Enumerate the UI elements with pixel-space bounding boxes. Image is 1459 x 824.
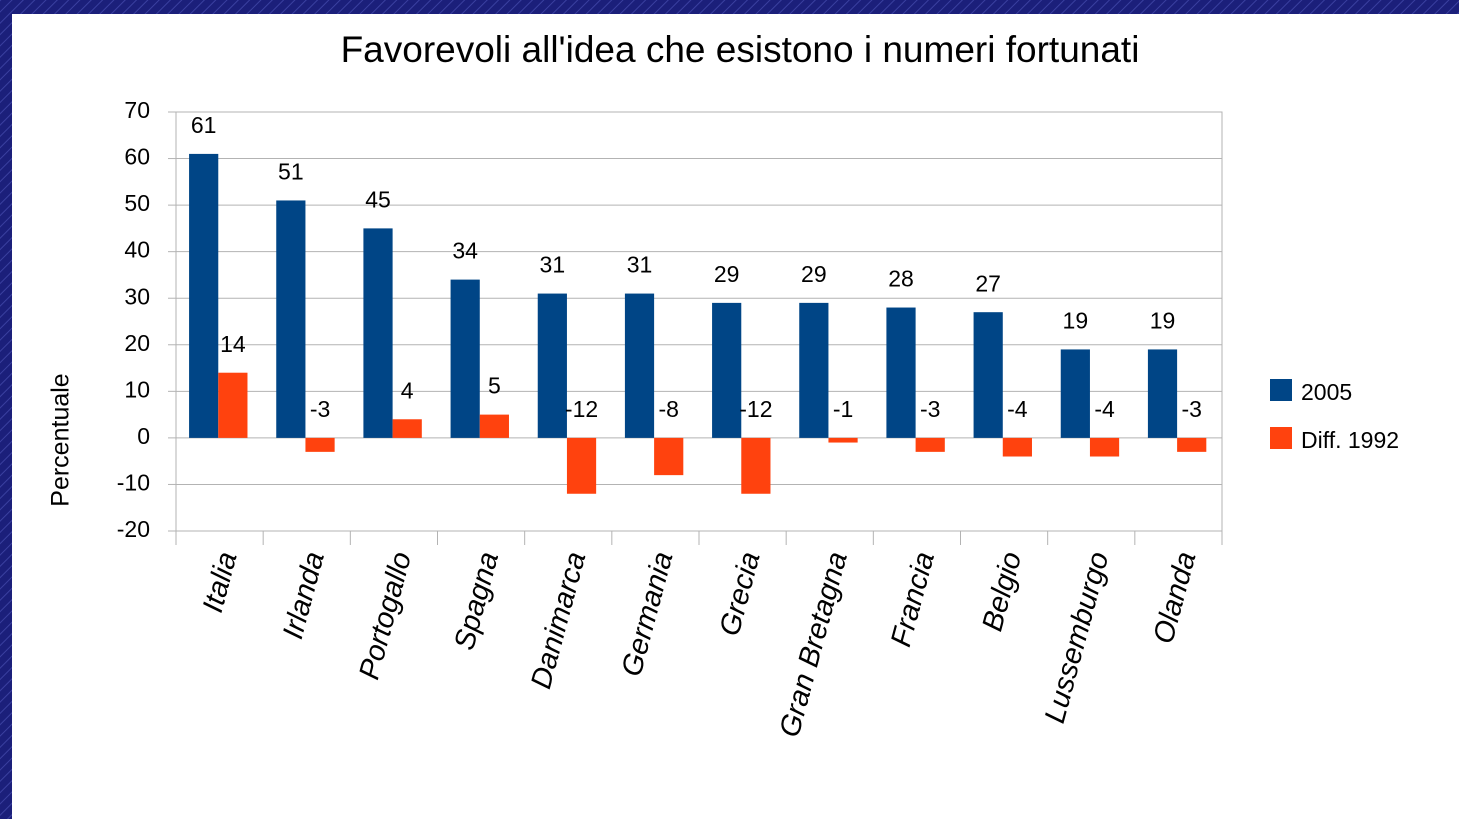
value-label: -3 [1181,396,1201,422]
value-label: -4 [1007,396,1028,422]
value-label: 31 [627,252,653,278]
y-tick-label: 60 [124,144,150,170]
value-label: 19 [1150,308,1176,334]
bar [624,293,655,438]
value-label: -3 [310,396,330,422]
bar [566,437,597,494]
bar [915,437,945,452]
value-label: 28 [888,266,914,292]
bar [305,437,335,452]
bar [189,153,219,438]
value-label: 5 [488,373,501,399]
y-tick-label: 30 [124,283,150,309]
bar [363,228,393,438]
y-tick-label: -20 [117,516,150,542]
value-label: -4 [1094,396,1115,422]
value-label: 45 [365,186,391,212]
legend-label: Diff. 1992 [1301,427,1399,453]
value-label: 31 [540,252,566,278]
value-label: 51 [278,159,304,185]
value-label: 14 [220,331,246,357]
bar [537,293,567,438]
y-tick-label: 40 [124,237,150,263]
bar [741,437,771,494]
legend-swatch [1270,379,1292,401]
value-label: -12 [739,396,772,422]
bar [799,302,829,438]
value-label: -12 [565,396,598,422]
y-tick-label: -10 [117,470,150,496]
legend-label: 2005 [1301,379,1352,405]
value-label: 61 [191,112,217,138]
bar [886,307,916,438]
bar [392,419,422,438]
value-label: 29 [801,261,827,287]
y-tick-label: 70 [124,97,150,123]
bar [973,312,1003,438]
y-axis-label: Percentuale [47,373,75,506]
y-tick-label: 50 [124,190,150,216]
y-tick-label: 10 [124,376,150,402]
bar [828,437,858,443]
chart-title: Favorevoli all'idea che esistono i numer… [341,29,1140,70]
bar [1177,437,1207,452]
bar [450,279,480,438]
bar [276,200,306,438]
bar [479,414,509,438]
bar [1002,437,1032,457]
legend-swatch [1270,427,1292,449]
bar [218,372,248,438]
value-label: -1 [833,396,853,422]
value-label: 19 [1063,308,1089,334]
bar [654,437,684,476]
bar [712,302,742,438]
value-label: 34 [452,238,478,264]
y-tick-label: 0 [137,423,150,449]
bar [1147,349,1178,438]
value-label: 27 [975,270,1001,296]
value-label: 29 [714,261,740,287]
bar [1060,349,1090,438]
value-label: 4 [401,377,414,403]
y-tick-label: 20 [124,330,150,356]
value-label: -3 [920,396,940,422]
bar [1089,437,1120,457]
value-label: -8 [658,396,678,422]
